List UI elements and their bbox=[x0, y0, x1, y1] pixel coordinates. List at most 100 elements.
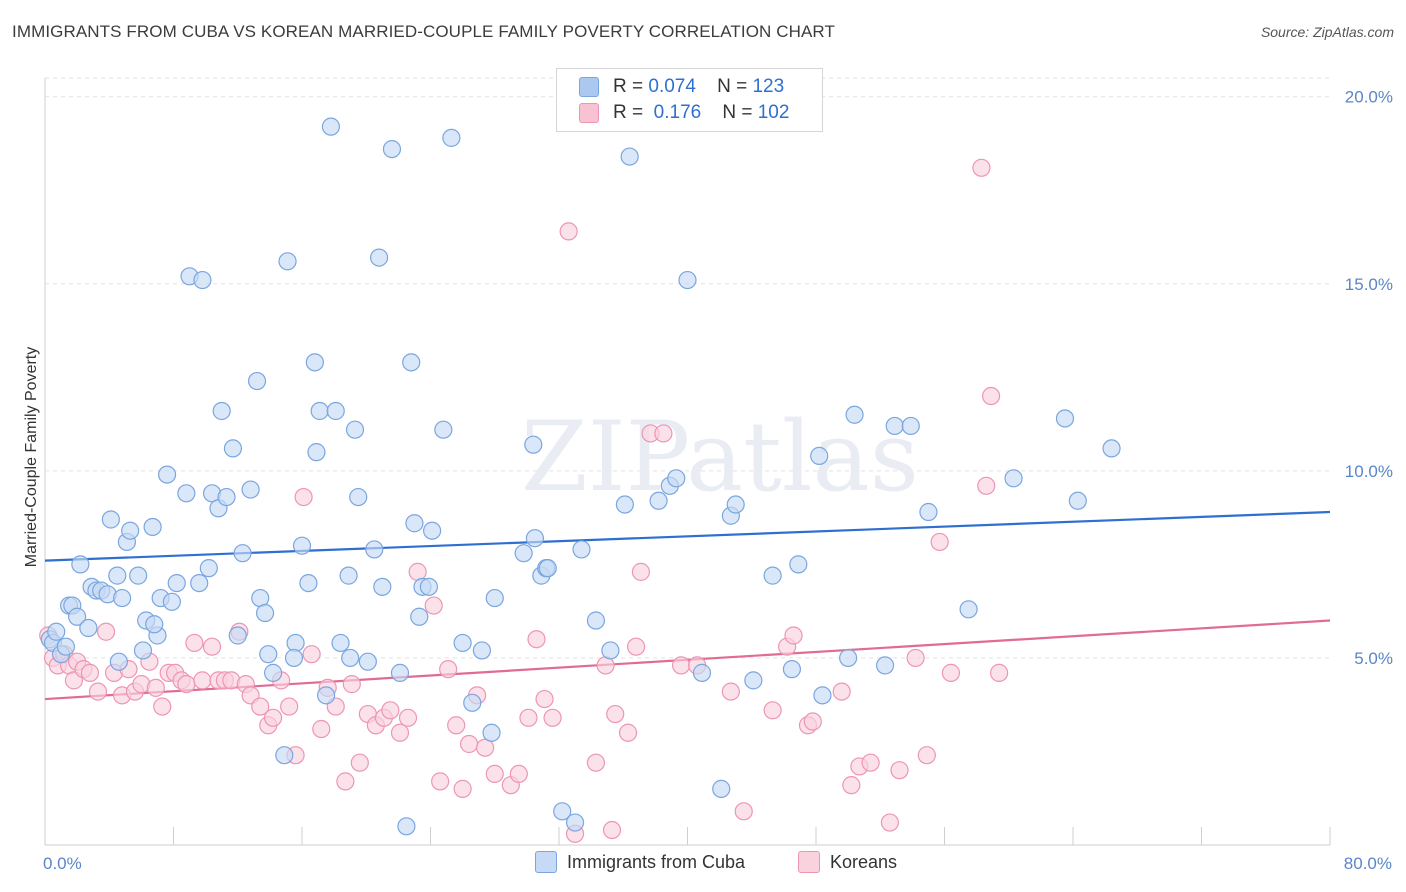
cuba-point bbox=[538, 559, 557, 578]
korean-point bbox=[861, 753, 880, 772]
korean-point bbox=[424, 596, 443, 615]
cuba-trend-line bbox=[44, 510, 1331, 562]
korean-point bbox=[543, 708, 562, 727]
korean-point bbox=[626, 637, 646, 656]
cuba-point bbox=[397, 817, 416, 836]
cuba-point bbox=[101, 510, 120, 529]
y-tick-label: 15.0% bbox=[1345, 275, 1393, 294]
korean-point bbox=[431, 772, 450, 791]
cuba-point bbox=[263, 663, 283, 682]
cuba-point bbox=[341, 648, 360, 668]
legend-r-label: R = bbox=[613, 76, 644, 97]
legend-item-cuba[interactable]: Immigrants from Cuba bbox=[535, 851, 745, 873]
cuba-point bbox=[365, 540, 384, 559]
cuba-point bbox=[217, 487, 236, 507]
cuba-point bbox=[373, 577, 392, 596]
korean-point bbox=[509, 764, 528, 784]
cuba-point bbox=[453, 633, 472, 653]
cuba-point bbox=[255, 603, 275, 623]
korean-point bbox=[981, 386, 1001, 406]
cuba-point bbox=[133, 641, 153, 660]
cuba-point bbox=[284, 648, 304, 668]
cuba-point bbox=[813, 686, 832, 705]
cuba-point bbox=[586, 611, 606, 630]
korean-point bbox=[350, 753, 369, 772]
cuba-point bbox=[193, 270, 212, 290]
cuba-point bbox=[223, 439, 243, 458]
korean-point bbox=[381, 701, 400, 720]
legend-swatch-cuba bbox=[535, 851, 557, 873]
cuba-point bbox=[463, 693, 482, 712]
korean-point bbox=[336, 772, 355, 791]
korean-point bbox=[930, 532, 949, 552]
cuba-point bbox=[199, 559, 218, 578]
cuba-point bbox=[345, 420, 365, 439]
korean-point bbox=[280, 697, 299, 716]
cuba-point bbox=[390, 663, 410, 682]
korean-point bbox=[803, 712, 822, 731]
cuba-point bbox=[190, 573, 209, 593]
cuba-point bbox=[402, 353, 421, 372]
cuba-point bbox=[310, 401, 329, 421]
korean-point bbox=[398, 708, 418, 727]
stats-legend: R = 0.074 N = 123 R = 0.176 N = 102 bbox=[556, 68, 823, 132]
korean-point bbox=[734, 802, 753, 821]
korean-point bbox=[977, 476, 996, 495]
cuba-point bbox=[667, 469, 686, 488]
cuba-point bbox=[370, 248, 389, 267]
source-label: Source: ZipAtlas.com bbox=[1260, 24, 1394, 40]
cuba-point bbox=[845, 405, 864, 424]
cuba-point bbox=[875, 656, 895, 675]
korean-point bbox=[390, 723, 410, 742]
cuba-point bbox=[763, 566, 782, 585]
cuba-point bbox=[143, 517, 162, 537]
cuba-point bbox=[1055, 409, 1075, 428]
korean-point bbox=[80, 663, 100, 682]
cuba-point bbox=[129, 566, 148, 585]
cuba-point bbox=[109, 652, 128, 671]
x-tick-label: 80.0% bbox=[1344, 854, 1392, 873]
cuba-point bbox=[839, 648, 858, 668]
cuba-point bbox=[278, 252, 297, 271]
korean-point bbox=[654, 424, 673, 443]
cuba-point bbox=[326, 401, 345, 421]
cuba-point bbox=[108, 566, 127, 585]
korean-point bbox=[177, 675, 196, 694]
cuba-point bbox=[1004, 469, 1023, 488]
legend-r-value: 0.176 bbox=[653, 102, 702, 123]
cuba-point bbox=[321, 117, 341, 136]
cuba-point bbox=[919, 502, 938, 522]
korean-point bbox=[476, 738, 495, 757]
korean-point bbox=[185, 633, 204, 653]
korean-point bbox=[559, 222, 578, 241]
cuba-point bbox=[68, 607, 87, 626]
cuba-point bbox=[212, 401, 231, 421]
cuba-point bbox=[47, 622, 66, 641]
korean-point bbox=[146, 678, 165, 697]
legend-swatch-cuba bbox=[579, 77, 599, 97]
cuba-point bbox=[228, 626, 247, 645]
cuba-point bbox=[339, 566, 358, 585]
cuba-point bbox=[241, 480, 260, 499]
y-tick-label: 5.0% bbox=[1354, 649, 1393, 668]
legend-r-label: R = bbox=[613, 102, 644, 123]
cuba-point bbox=[744, 671, 763, 690]
y-axis-title: Married-Couple Family Poverty bbox=[23, 347, 40, 568]
cuba-point bbox=[299, 573, 318, 593]
cuba-point bbox=[405, 514, 424, 533]
cuba-point bbox=[712, 779, 731, 798]
legend-item-koreans[interactable]: Koreans bbox=[798, 851, 897, 873]
cuba-point bbox=[726, 495, 745, 514]
cuba-point bbox=[485, 588, 504, 608]
cuba-point bbox=[959, 600, 978, 619]
chart-title: IMMIGRANTS FROM CUBA VS KOREAN MARRIED-C… bbox=[12, 22, 835, 41]
cuba-point bbox=[286, 633, 305, 653]
korean-point bbox=[972, 158, 991, 177]
cuba-point bbox=[678, 270, 697, 290]
legend-row-koreans: R = 0.176 N = 102 bbox=[579, 101, 789, 125]
korean-point bbox=[586, 753, 606, 772]
korean-point bbox=[618, 723, 638, 742]
korean-point bbox=[784, 626, 803, 645]
korean-point bbox=[193, 671, 212, 690]
cuba-point bbox=[885, 416, 904, 436]
